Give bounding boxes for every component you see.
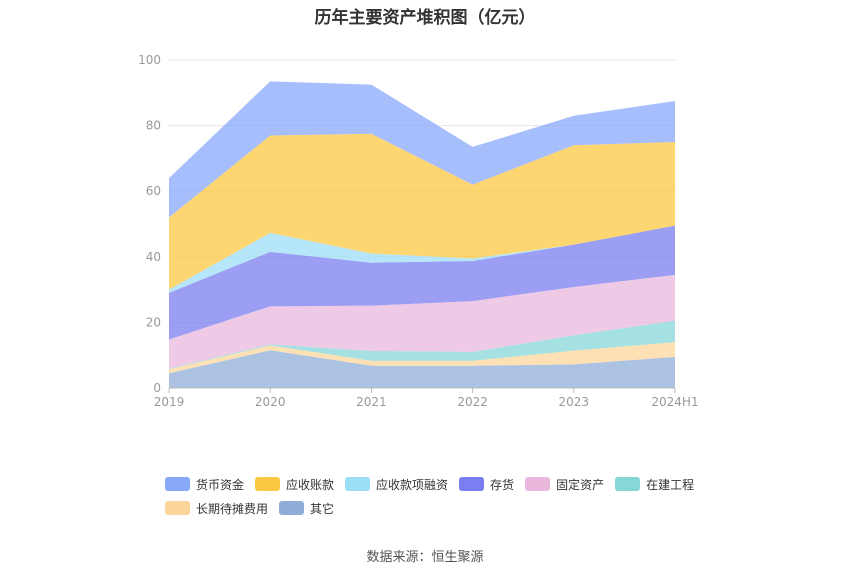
y-tick-label-40: 40 — [146, 250, 161, 264]
x-tick-label-1: 2020 — [255, 395, 286, 409]
area-series-6 — [169, 133, 675, 290]
legend-swatch — [615, 477, 641, 491]
area-series-3 — [169, 274, 675, 369]
legend-swatch — [345, 477, 371, 491]
legend-swatch — [165, 501, 190, 515]
x-tick-label-2: 2021 — [356, 395, 387, 409]
y-tick-label-60: 60 — [146, 184, 161, 198]
legend-item[interactable]: 货币资金 — [165, 476, 244, 493]
x-tick-label-5: 2024H1 — [651, 395, 698, 409]
legend-item[interactable]: 应收款项融资 — [345, 476, 448, 493]
source-note: 数据来源：恒生聚源 — [366, 550, 484, 565]
legend-swatch — [255, 477, 281, 491]
legend-item[interactable]: 存货 — [459, 476, 514, 493]
legend-row: 货币资金 应收账款 应收款项融资 存货 固定资产 在建工程 — [165, 472, 725, 496]
legend-swatch — [279, 501, 305, 515]
axis-layer: 0 20 40 60 80 100 2019 2020 2021 2022 2023 2024H1 — [138, 53, 699, 409]
legend-label: 在建工程 — [646, 477, 695, 492]
legend-label: 固定资产 — [556, 477, 605, 492]
legend-label: 应收款项融资 — [376, 477, 449, 492]
legend-item[interactable]: 固定资产 — [525, 476, 604, 493]
x-tick-label-0: 2019 — [154, 395, 185, 409]
legend-label: 其它 — [310, 501, 335, 516]
legend-swatch — [165, 477, 190, 491]
x-tick-label-3: 2022 — [457, 395, 488, 409]
legend-label: 货币资金 — [196, 477, 245, 492]
area-series-5 — [169, 225, 675, 293]
legend-swatch — [525, 477, 551, 491]
x-tick-label-4: 2023 — [559, 395, 590, 409]
legend: 货币资金 应收账款 应收款项融资 存货 固定资产 在建工程长期待摊费用 其它 — [165, 472, 725, 520]
legend-item[interactable]: 应收账款 — [255, 476, 334, 493]
legend-item[interactable]: 其它 — [279, 500, 334, 517]
legend-item[interactable]: 长期待摊费用 — [165, 500, 268, 517]
legend-label: 长期待摊费用 — [196, 501, 269, 516]
y-tick-label-100: 100 — [138, 53, 161, 67]
legend-item[interactable]: 在建工程 — [615, 476, 694, 493]
area-series-0 — [169, 350, 675, 388]
area-series-1 — [169, 342, 675, 374]
legend-row: 长期待摊费用 其它 — [165, 496, 725, 520]
area-series-2 — [169, 320, 675, 370]
legend-label: 存货 — [490, 477, 515, 492]
y-tick-label-80: 80 — [146, 119, 161, 133]
legend-swatch — [459, 477, 485, 491]
area-series-4 — [169, 225, 675, 340]
area-layer — [169, 81, 675, 388]
legend-label: 应收账款 — [286, 477, 335, 492]
area-series-7 — [169, 81, 675, 218]
y-tick-label-0: 0 — [153, 381, 161, 395]
y-tick-label-20: 20 — [146, 315, 161, 329]
chart-title: 历年主要资产堆积图（亿元） — [314, 8, 536, 28]
